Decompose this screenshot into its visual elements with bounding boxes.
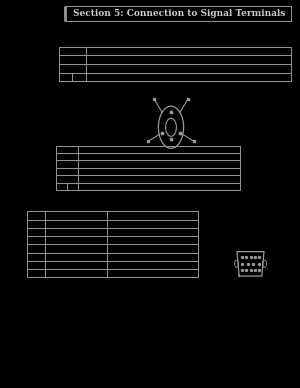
Text: Section 5: Connection to Signal Terminals: Section 5: Connection to Signal Terminal… bbox=[73, 9, 285, 18]
Bar bbox=[27, 211, 198, 277]
Bar bbox=[58, 47, 291, 81]
Bar bbox=[56, 146, 240, 190]
